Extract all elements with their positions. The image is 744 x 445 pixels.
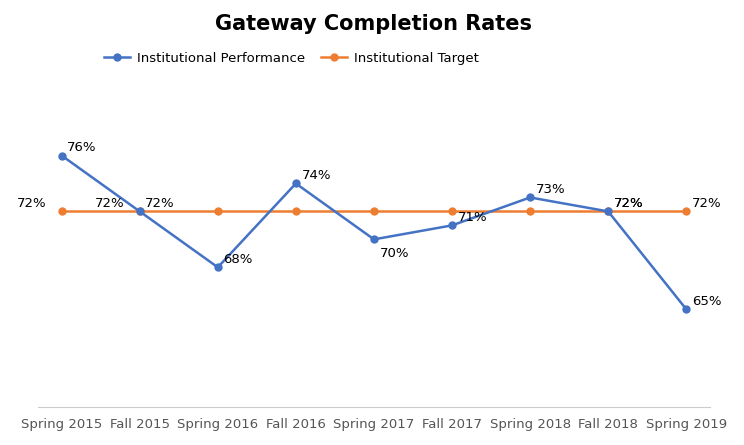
Institutional Target [292,209,301,214]
Institutional Performance [448,222,457,228]
Text: 72%: 72% [692,197,722,210]
Institutional Target [525,209,534,214]
Institutional Performance [525,195,534,200]
Text: 72%: 72% [17,197,47,210]
Institutional Target [214,209,222,214]
Text: 72%: 72% [614,197,644,210]
Text: 72%: 72% [145,197,175,210]
Institutional Target [370,209,379,214]
Institutional Performance [370,237,379,242]
Institutional Target [603,209,612,214]
Institutional Target [135,209,144,214]
Text: 72%: 72% [614,197,644,210]
Title: Gateway Completion Rates: Gateway Completion Rates [216,14,533,34]
Institutional Target [448,209,457,214]
Institutional Performance [57,153,66,158]
Text: 76%: 76% [67,142,97,154]
Institutional Target [682,209,690,214]
Institutional Performance [214,265,222,270]
Institutional Target [57,209,66,214]
Institutional Performance [292,181,301,186]
Line: Institutional Target: Institutional Target [58,208,690,215]
Text: 74%: 74% [301,169,331,182]
Text: 70%: 70% [379,247,409,260]
Institutional Performance [682,307,690,312]
Institutional Performance [135,209,144,214]
Text: 68%: 68% [223,253,253,266]
Text: 72%: 72% [95,197,125,210]
Text: 65%: 65% [692,295,721,308]
Legend: Institutional Performance, Institutional Target: Institutional Performance, Institutional… [98,47,484,70]
Text: 73%: 73% [536,183,565,196]
Text: 71%: 71% [458,211,487,224]
Line: Institutional Performance: Institutional Performance [58,152,690,313]
Institutional Performance [603,209,612,214]
